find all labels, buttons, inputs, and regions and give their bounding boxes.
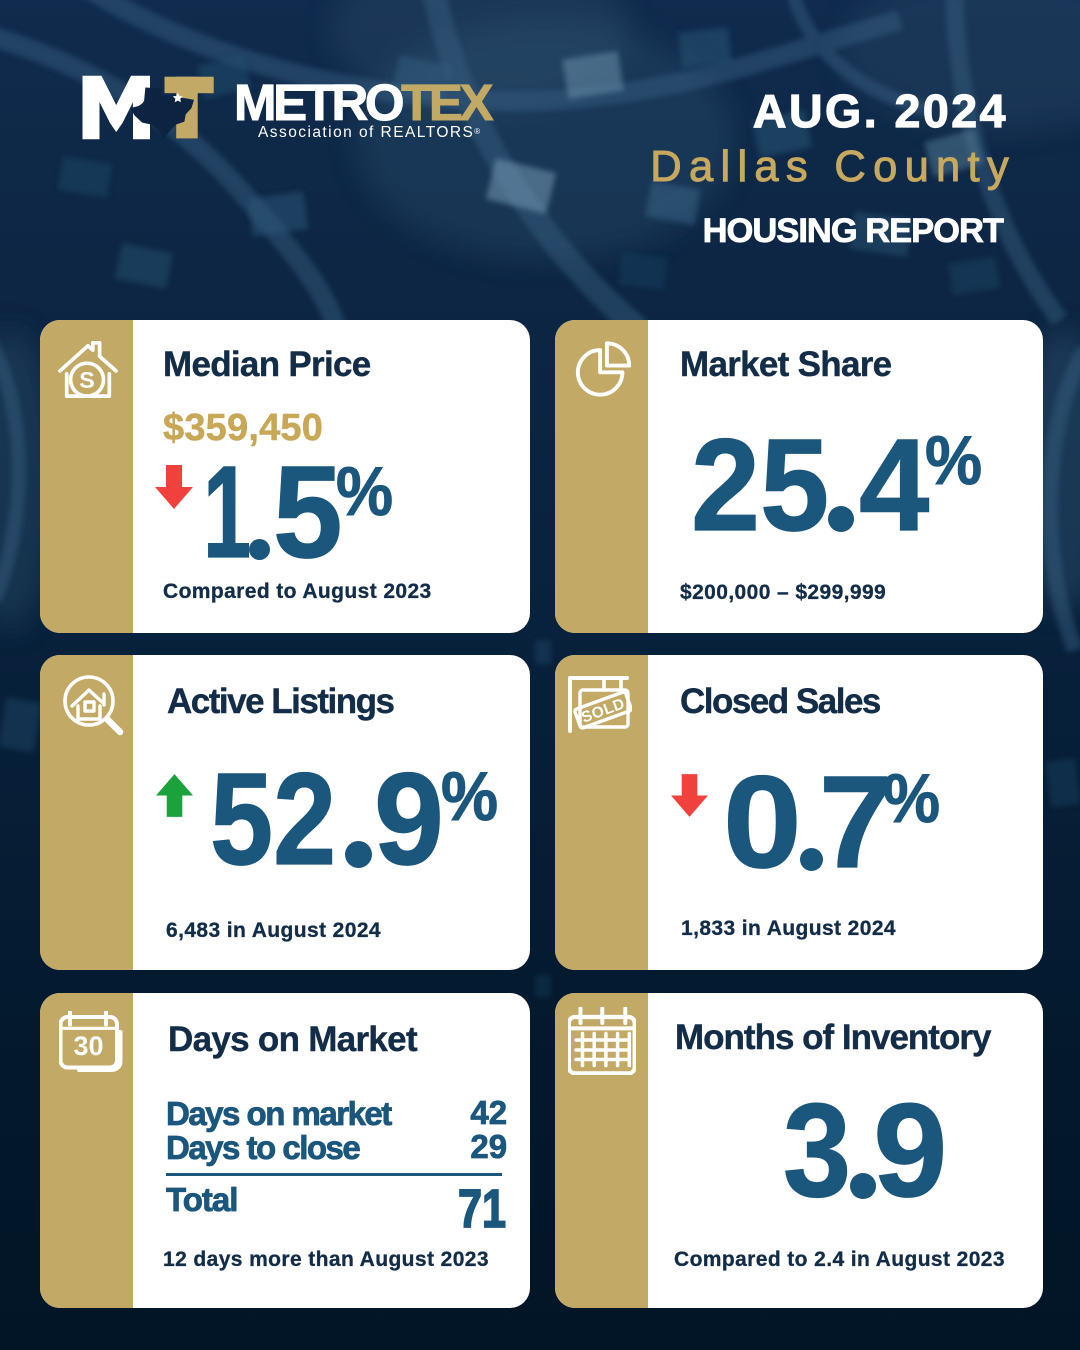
svg-text:S: S: [79, 367, 95, 393]
svg-text:30: 30: [73, 1031, 103, 1061]
